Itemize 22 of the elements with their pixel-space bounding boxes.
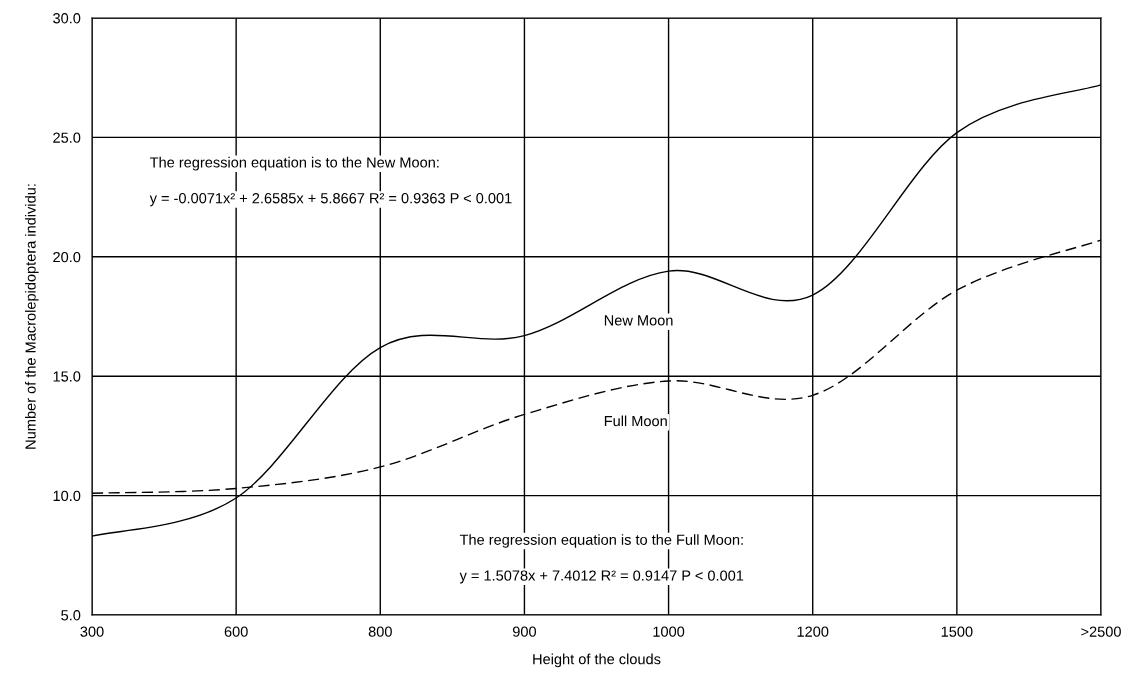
annotation: y = 1.5078x + 7.4012 R² = 0.9147 P < 0.001 [459,570,744,584]
x-tick-label: 800 [368,626,392,637]
x-tick-label: >2500 [1081,626,1121,637]
x-axis-title: Height of the clouds [533,653,661,668]
annotation: y = -0.0071x² + 2.6585x + 5.8667 R² = 0.9363 P < 0.001 [149,193,512,207]
x-tick-label: 1000 [653,626,685,637]
annotation: The regression equation is to the Full Moon: [459,534,743,548]
y-tick-label: 10.0 [53,490,81,502]
y-tick-label: 15.0 [53,371,81,382]
y-axis-title: Number of the Macrolepidoptera individu: [25,184,39,449]
y-tick-label: 25.0 [53,132,81,143]
y-tick-label: 5.0 [61,610,81,621]
series-label: Full Moon [604,415,667,427]
x-tick-label: 600 [224,626,248,637]
x-tick-label: 300 [80,626,104,637]
series-label: New Moon [604,315,673,326]
x-tick-label: 1500 [941,626,973,637]
y-tick-label: 20.0 [53,251,81,263]
x-tick-label: 900 [512,626,537,637]
x-tick-label: 1200 [797,626,829,637]
annotation: The regression equation is to the New Moon: [149,156,439,171]
y-tick-label: 30.0 [53,13,81,24]
